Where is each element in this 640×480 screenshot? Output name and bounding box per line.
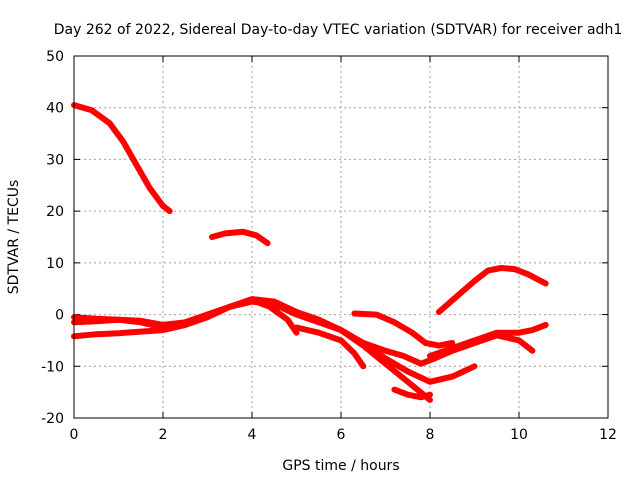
chart-title: Day 262 of 2022, Sidereal Day-to-day VTE…: [54, 22, 622, 38]
y-axis-label: SDTVAR / TECUs: [6, 180, 22, 295]
series-line-arc-5: [71, 296, 433, 403]
data-series: [71, 102, 549, 403]
x-tick-label: 10: [510, 427, 528, 443]
x-axis-label: GPS time / hours: [282, 458, 399, 474]
plot-frame: [73, 55, 609, 419]
y-tick-label: 0: [55, 308, 64, 324]
axis-ticks: 0 2 4 6 8 10 12 -20 -10 0 10 20 30 40 50: [41, 49, 617, 443]
series-line-arc-7: [351, 310, 456, 349]
x-tick-label: 6: [337, 427, 346, 443]
series-line-arc-2: [209, 228, 271, 247]
y-tick-label: -20: [41, 411, 64, 427]
series-line-arc-8: [360, 332, 536, 367]
series-line-arc-6: [293, 324, 367, 370]
y-tick-label: -10: [41, 359, 64, 375]
series-line-arc-1: [71, 102, 173, 215]
x-tick-label: 4: [248, 427, 257, 443]
y-tick-label: 30: [46, 152, 64, 168]
series-line-arc-9: [391, 386, 433, 401]
y-tick-label: 10: [46, 256, 64, 272]
x-tick-label: 0: [70, 427, 79, 443]
y-tick-label: 40: [46, 101, 64, 117]
x-tick-label: 12: [599, 427, 617, 443]
series-line-arc-10: [427, 321, 549, 359]
y-tick-label: 50: [46, 49, 64, 65]
y-tick-label: 20: [46, 204, 64, 220]
x-tick-label: 2: [159, 427, 168, 443]
grid-lines: [74, 56, 608, 418]
series-line-arc-11: [435, 265, 549, 315]
x-tick-label: 8: [426, 427, 435, 443]
